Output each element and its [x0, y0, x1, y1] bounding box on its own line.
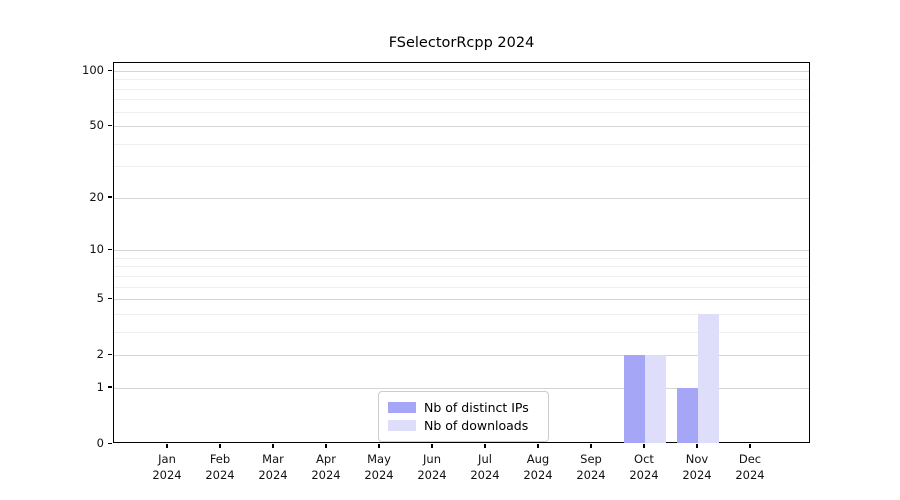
major-gridline-2: [114, 355, 809, 357]
y-tick-mark-100: [108, 69, 112, 71]
bar-downloads-oct: [645, 355, 666, 443]
major-gridline-1: [114, 387, 809, 389]
x-tick-label-oct: Oct 2024: [629, 452, 659, 482]
x-tick-mark-jul: [484, 444, 486, 448]
x-tick-label-apr: Apr 2024: [311, 452, 341, 482]
y-tick-label-10: 10: [89, 242, 104, 257]
y-tick-mark-2: [108, 353, 112, 355]
x-tick-label-dec: Dec 2024: [735, 452, 765, 482]
y-tick-mark-5: [108, 297, 112, 299]
x-tick-label-jun: Jun 2024: [417, 452, 447, 482]
chart-title: FSelectorRcpp 2024: [388, 35, 535, 51]
minor-gridline-30: [114, 166, 809, 168]
minor-gridline-90: [114, 79, 809, 81]
minor-gridline-80: [114, 88, 809, 90]
major-gridline-5: [114, 299, 809, 301]
x-tick-label-feb: Feb 2024: [205, 452, 235, 482]
bar-downloads-nov: [698, 313, 719, 443]
x-tick-label-nov: Nov 2024: [682, 452, 712, 482]
x-tick-mark-may: [378, 444, 380, 448]
x-tick-mark-feb: [219, 444, 221, 448]
x-tick-mark-aug: [537, 444, 539, 448]
minor-gridline-40: [114, 143, 809, 145]
x-tick-mark-jun: [431, 444, 433, 448]
x-tick-mark-nov: [696, 444, 698, 448]
legend-row-downloads: Nb of downloads: [388, 417, 539, 434]
y-tick-mark-10: [108, 248, 112, 250]
x-tick-mark-dec: [749, 444, 751, 448]
y-tick-mark-0: [108, 442, 112, 444]
minor-gridline-9: [114, 257, 809, 259]
y-tick-label-20: 20: [89, 189, 104, 204]
x-tick-mark-jan: [166, 444, 168, 448]
x-tick-label-may: May 2024: [364, 452, 394, 482]
bar-distinct-ips-oct: [624, 355, 645, 443]
minor-gridline-3: [114, 331, 809, 333]
downloads-swatch: [388, 420, 416, 431]
major-gridline-50: [114, 126, 809, 128]
y-tick-label-0: 0: [96, 436, 104, 450]
legend-label-distinct-ips: Nb of distinct IPs: [424, 400, 529, 415]
legend-row-distinct-ips: Nb of distinct IPs: [388, 399, 539, 416]
y-tick-mark-50: [108, 124, 112, 126]
distinct-ips-swatch: [388, 402, 416, 413]
minor-gridline-8: [114, 266, 809, 268]
x-tick-mark-mar: [272, 444, 274, 448]
major-gridline-20: [114, 197, 809, 199]
y-tick-label-1: 1: [96, 379, 104, 394]
x-tick-mark-oct: [643, 444, 645, 448]
x-tick-label-aug: Aug 2024: [523, 452, 553, 482]
major-gridline-100: [114, 71, 809, 72]
x-tick-label-jul: Jul 2024: [470, 452, 500, 482]
minor-gridline-4: [114, 313, 809, 315]
y-tick-mark-1: [108, 386, 112, 388]
y-tick-label-100: 100: [82, 63, 104, 77]
x-tick-label-jan: Jan 2024: [152, 452, 182, 482]
x-tick-label-mar: Mar 2024: [258, 452, 288, 482]
major-gridline-10: [114, 250, 809, 252]
minor-gridline-7: [114, 275, 809, 277]
bar-distinct-ips-nov: [677, 387, 698, 443]
plot-area: [113, 62, 810, 443]
y-tick-mark-20: [108, 196, 112, 198]
y-tick-label-5: 5: [96, 291, 104, 306]
x-tick-label-sep: Sep 2024: [576, 452, 606, 482]
legend: Nb of distinct IPs Nb of downloads: [378, 391, 549, 442]
y-tick-label-2: 2: [96, 347, 104, 362]
y-tick-label-50: 50: [89, 118, 104, 133]
minor-gridline-6: [114, 286, 809, 288]
minor-gridline-70: [114, 99, 809, 101]
x-tick-mark-sep: [590, 444, 592, 448]
minor-gridline-60: [114, 111, 809, 113]
legend-label-downloads: Nb of downloads: [424, 418, 529, 433]
x-tick-mark-apr: [325, 444, 327, 448]
